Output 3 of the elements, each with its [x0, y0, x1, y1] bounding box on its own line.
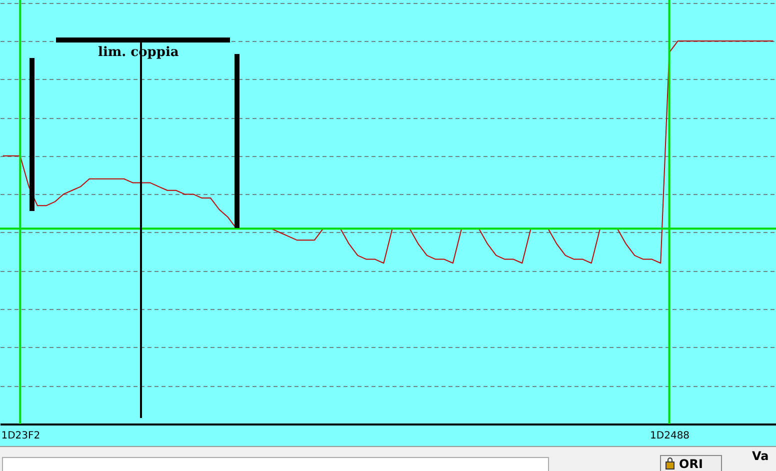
x-tick-label: 1D23F2: [1, 430, 40, 442]
toolbar: ORI Va: [0, 446, 776, 471]
x-tick-label: 1D2488: [650, 430, 690, 442]
